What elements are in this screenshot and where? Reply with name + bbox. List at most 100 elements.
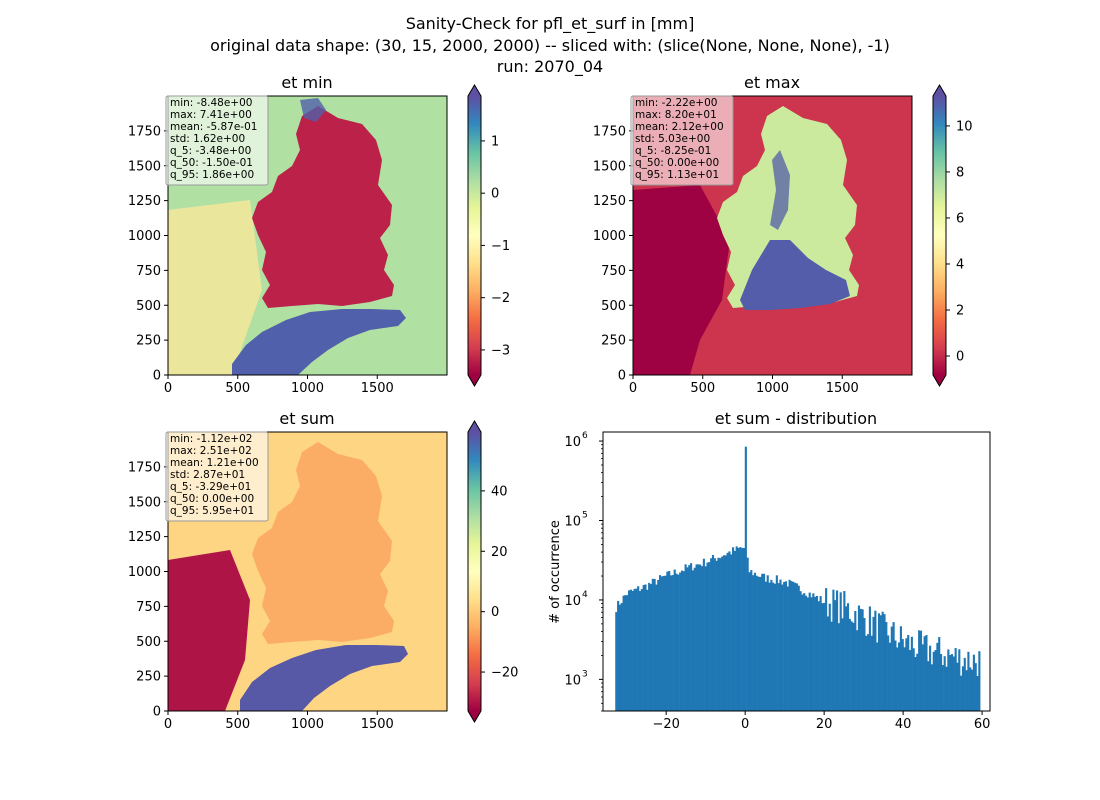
- colorbar-tick-label: −2: [491, 291, 510, 306]
- histogram-bar: [894, 640, 897, 711]
- histogram-bar: [673, 569, 676, 711]
- y-tick-label: 1750: [128, 460, 161, 475]
- histogram-bar: [686, 567, 689, 711]
- histogram-bar: [695, 564, 698, 711]
- x-tick-label: 0: [164, 717, 172, 732]
- histogram-bar: [794, 582, 797, 711]
- figure-title-line-1: Sanity-Check for pfl_et_surf in [mm]: [406, 14, 695, 34]
- histogram-bar: [784, 581, 788, 711]
- colorbar-tick-label: −20: [491, 666, 518, 681]
- y-tick-label: 250: [136, 670, 161, 685]
- histogram-bar: [795, 583, 798, 711]
- histogram-bar: [879, 615, 882, 711]
- histogram-bar: [617, 600, 620, 711]
- histogram-bar: [715, 560, 718, 711]
- y-tick-label: 10: [564, 594, 581, 609]
- histogram-bar: [759, 576, 762, 711]
- histogram-bar: [823, 602, 826, 711]
- panel-title: et min: [281, 73, 332, 92]
- histogram-bar: [863, 618, 866, 711]
- y-tick-label: 500: [601, 299, 626, 314]
- histogram-bar: [804, 595, 808, 711]
- histogram-bar: [925, 635, 928, 711]
- stats-box-background: [165, 431, 269, 522]
- histogram-bar: [664, 575, 667, 711]
- y-tick-label: 0: [153, 369, 161, 384]
- stats-line: max: 8.20e+01: [635, 109, 717, 121]
- stats-line: max: 2.51e+02: [170, 445, 252, 457]
- stats-line: max: 7.41e+00: [170, 109, 252, 121]
- histogram-bar: [668, 571, 671, 711]
- histogram-bar: [814, 596, 817, 711]
- x-tick-label: 20: [816, 717, 833, 732]
- field-alpine-lake: [232, 309, 406, 375]
- x-tick-label: 0: [741, 717, 749, 732]
- histogram-bar: [726, 552, 729, 711]
- histogram-bar: [773, 583, 777, 711]
- y-axis: 0 250 500 750 1000 1250 1500 1750: [593, 124, 633, 384]
- histogram-bar: [932, 651, 935, 711]
- histogram-bar: [637, 586, 640, 711]
- panel-et-max: et max 0 500 1000 1500 0 250 500 750 1000 1250 15…: [593, 73, 973, 396]
- field-north-lake: [300, 98, 326, 122]
- histogram-bar: [837, 623, 840, 711]
- histogram-bar: [834, 600, 837, 711]
- histogram-bar: [733, 550, 736, 711]
- histogram-bar: [812, 593, 815, 711]
- x-axis: 0 500 1000 1500: [629, 375, 859, 396]
- histogram-bar: [797, 585, 800, 711]
- histogram-bar: [901, 639, 904, 711]
- heatmap-image: [168, 96, 447, 375]
- histogram-bar: [846, 603, 850, 711]
- histogram-bar: [888, 642, 892, 711]
- stats-line: min: -1.12e+02: [170, 433, 252, 445]
- histogram-bar: [737, 547, 740, 711]
- colorbar-tick-label: 2: [956, 303, 964, 318]
- histogram-bar: [963, 657, 966, 711]
- histogram-bar: [704, 566, 707, 711]
- histogram-bar: [934, 650, 937, 711]
- histogram-bar: [792, 581, 795, 711]
- histogram-bar: [885, 622, 888, 711]
- panel-title: et sum - distribution: [715, 409, 877, 428]
- y-tick-label: 1250: [128, 530, 161, 545]
- histogram-bar: [728, 551, 731, 711]
- stats-line: mean: 2.12e+00: [635, 121, 724, 133]
- histogram-bar: [651, 578, 654, 711]
- histogram-bar: [624, 595, 627, 711]
- histogram-bar: [850, 621, 853, 711]
- colorbar-tick-label: 1: [491, 134, 499, 149]
- histogram-bar: [755, 575, 758, 711]
- histogram-bar: [903, 647, 906, 711]
- histogram-bar: [806, 597, 809, 711]
- y-tick-exponent: 5: [582, 510, 588, 520]
- histogram-bar: [908, 650, 912, 711]
- colorbar-tick-label: 0: [956, 350, 964, 365]
- histogram-bar: [662, 575, 665, 711]
- histogram-bars: [615, 446, 981, 711]
- y-tick-label: 1000: [593, 229, 626, 244]
- histogram-bar: [682, 571, 685, 711]
- y-tick-label: 1000: [128, 229, 161, 244]
- stats-line: mean: 1.21e+00: [170, 457, 259, 469]
- colorbar-tick-label: −3: [491, 343, 510, 358]
- histogram-bar: [910, 636, 913, 711]
- x-tick-label: −20: [652, 717, 679, 732]
- histogram-bar: [761, 573, 764, 711]
- histogram-bar: [899, 626, 902, 711]
- histogram-bar: [960, 675, 963, 711]
- colorbar-extend-min: [933, 375, 946, 386]
- stats-line: q_50: 0.00e+00: [635, 157, 719, 169]
- histogram-bar: [671, 575, 674, 711]
- histogram-bar: [830, 621, 833, 711]
- histogram-bar: [965, 670, 968, 711]
- histogram-bar: [779, 579, 782, 711]
- histogram-bar: [648, 582, 651, 711]
- histogram-bar: [691, 570, 694, 711]
- histogram-bar: [972, 654, 975, 711]
- stats-line: std: 2.87e+01: [170, 469, 245, 481]
- histogram-bar: [777, 583, 780, 711]
- histogram-bar: [657, 579, 660, 711]
- histogram-bar: [923, 636, 926, 711]
